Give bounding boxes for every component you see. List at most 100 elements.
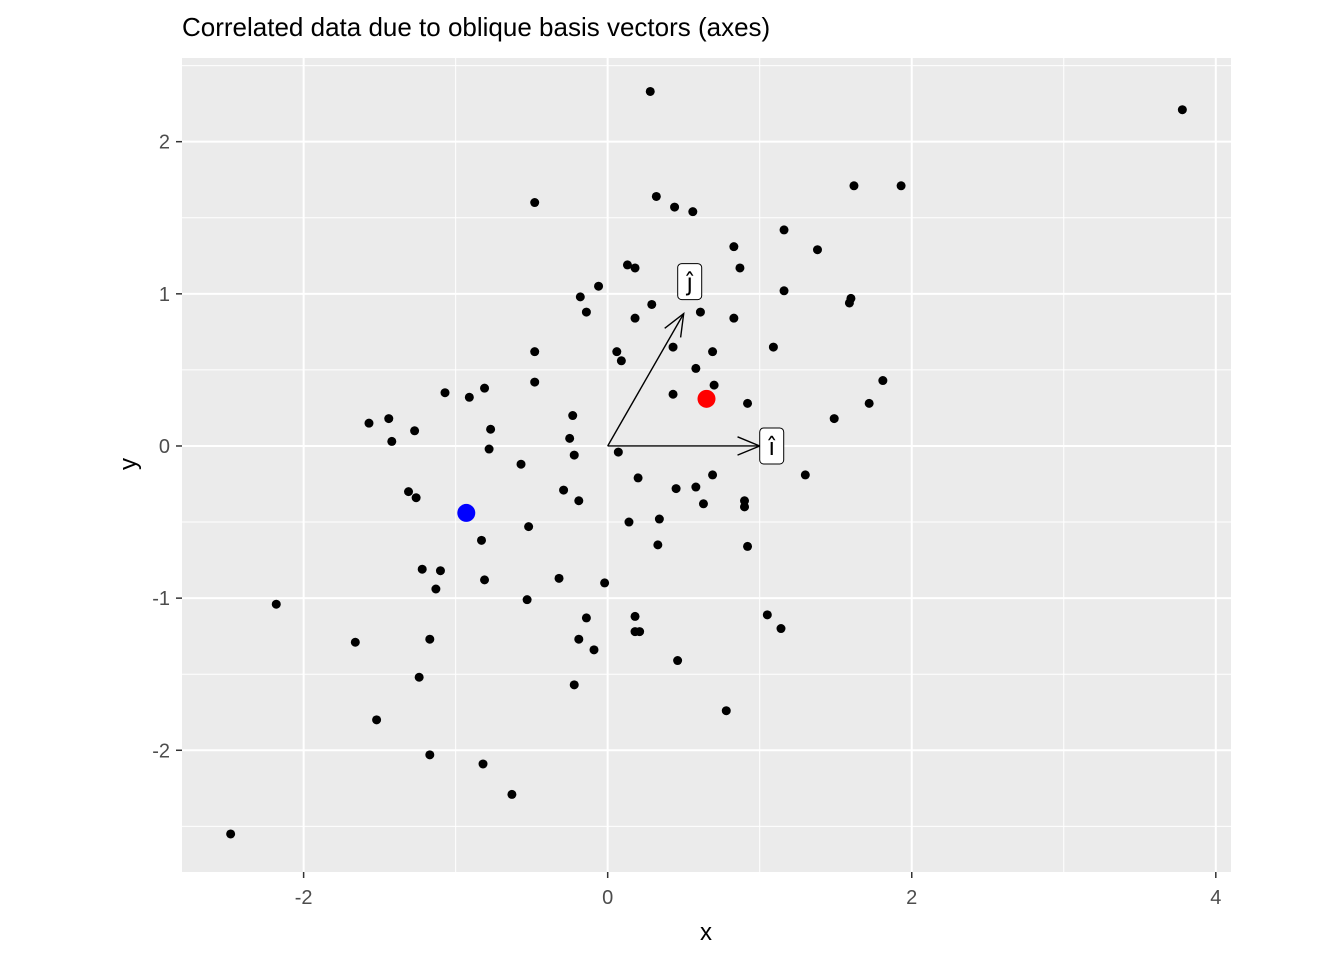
data-point (530, 377, 540, 387)
data-point (645, 86, 655, 96)
data-point (721, 706, 731, 716)
data-point (271, 599, 281, 609)
data-point (896, 181, 906, 191)
data-point (522, 595, 532, 605)
basis-vector-label-box (677, 263, 703, 301)
y-axis-title: y (115, 458, 142, 470)
y-tick-label: 0 (159, 436, 170, 458)
data-point (364, 418, 374, 428)
data-point (812, 245, 822, 255)
y-tick-label: 2 (159, 132, 170, 154)
data-point (480, 383, 490, 393)
x-tick-label: 2 (906, 887, 917, 909)
data-point (729, 313, 739, 323)
data-point (613, 447, 623, 457)
data-point (779, 286, 789, 296)
major-gridlines (182, 58, 1231, 872)
data-point (431, 584, 441, 594)
data-point (691, 482, 701, 492)
data-point (478, 759, 488, 769)
data-point (569, 450, 579, 460)
data-point (762, 610, 772, 620)
data-point (878, 376, 888, 386)
data-point (630, 611, 640, 621)
data-point (616, 356, 626, 366)
data-point (530, 198, 540, 208)
data-point (414, 672, 424, 682)
x-tick-label: 4 (1210, 887, 1221, 909)
data-point (695, 307, 705, 317)
data-point (612, 347, 622, 357)
data-point (589, 645, 599, 655)
data-point (516, 459, 526, 469)
data-point (440, 388, 450, 398)
data-point (651, 191, 661, 201)
highlight-points (457, 389, 716, 522)
data-point (743, 541, 753, 551)
data-point (565, 433, 575, 443)
data-point (484, 444, 494, 454)
data-point (554, 573, 564, 583)
data-point (581, 613, 591, 623)
data-point (524, 522, 534, 532)
data-point (708, 347, 718, 357)
data-point (800, 470, 810, 480)
highlight-point (457, 503, 476, 522)
data-point (633, 473, 643, 483)
data-point (425, 750, 435, 760)
basis-vector-line (607, 313, 685, 447)
y-tick-label: 1 (159, 284, 170, 306)
data-point (779, 225, 789, 235)
x-axis-title: x (700, 919, 712, 946)
data-point (670, 202, 680, 212)
data-point (1177, 105, 1187, 115)
x-tick-label: -2 (295, 887, 313, 909)
y-tick-label: -1 (152, 588, 170, 610)
data-point (776, 624, 786, 634)
data-point (668, 389, 678, 399)
data-points (226, 86, 1187, 839)
data-point (622, 260, 632, 270)
data-point (480, 575, 490, 585)
data-point (653, 540, 663, 550)
data-point (698, 499, 708, 509)
data-point (486, 424, 496, 434)
data-point (569, 680, 579, 690)
data-point (630, 313, 640, 323)
data-point (768, 342, 778, 352)
data-point (600, 578, 610, 588)
data-point (350, 637, 360, 647)
data-point (635, 627, 645, 637)
data-point (630, 263, 640, 273)
highlight-point (697, 389, 716, 408)
data-point (568, 411, 578, 421)
data-point (559, 485, 569, 495)
data-point (740, 502, 750, 512)
chart-title: Correlated data due to oblique basis vec… (182, 12, 770, 42)
x-axis-ticks: -2 0 2 4 (295, 872, 1221, 909)
y-tick-label: -2 (152, 740, 170, 762)
data-point (417, 564, 427, 574)
data-point (849, 181, 859, 191)
data-point (864, 398, 874, 408)
data-point (735, 263, 745, 273)
basis-vectors: îĵ (607, 263, 785, 465)
data-point (226, 829, 236, 839)
data-point (411, 493, 421, 503)
data-point (709, 380, 719, 390)
plot-panel (182, 58, 1231, 872)
data-point (671, 484, 681, 494)
data-point (575, 292, 585, 302)
data-point (410, 426, 420, 436)
data-point (425, 634, 435, 644)
data-point (574, 634, 584, 644)
y-axis-ticks: -2 -1 0 1 2 (152, 132, 182, 762)
data-point (476, 535, 486, 545)
data-point (668, 342, 678, 352)
data-point (530, 347, 540, 357)
data-point (464, 392, 474, 402)
data-point (708, 470, 718, 480)
data-point (507, 789, 517, 799)
data-point (647, 299, 657, 309)
